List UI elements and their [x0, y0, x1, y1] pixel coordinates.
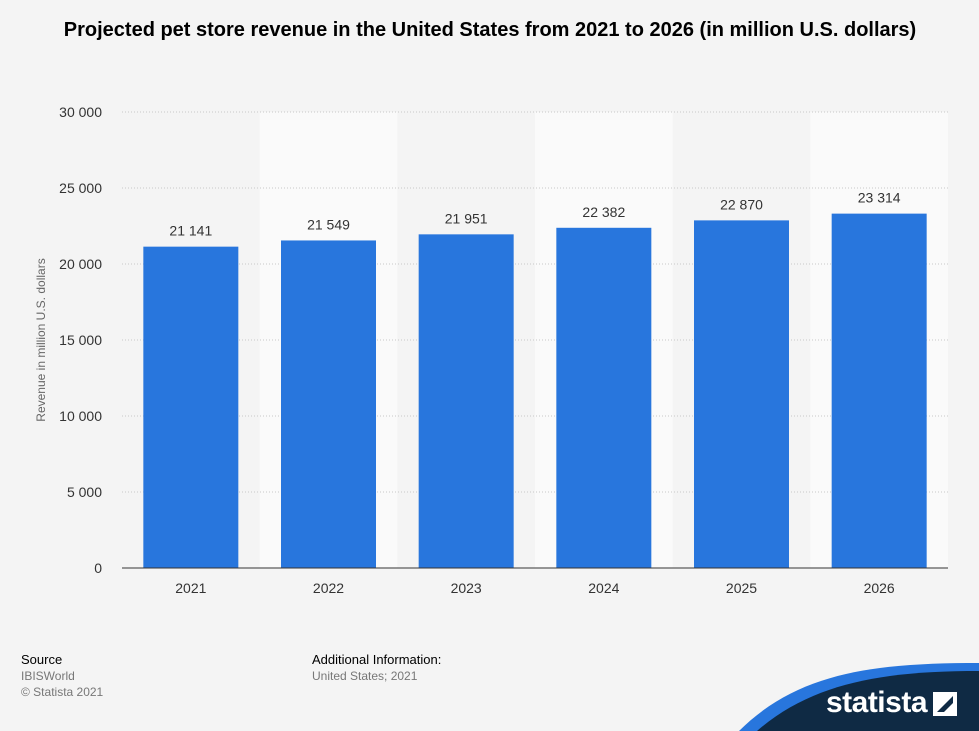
bar	[831, 213, 927, 568]
x-tick-label: 2026	[864, 580, 895, 596]
brand-wave	[739, 663, 979, 731]
x-tick-label: 2021	[175, 580, 206, 596]
y-tick-label: 30 000	[59, 104, 102, 120]
additional-info-text: United States; 2021	[312, 669, 418, 683]
brand-name: statista	[825, 686, 928, 719]
additional-info-block: Additional Information: United States; 2…	[312, 652, 441, 684]
bar	[694, 220, 789, 568]
x-tick-label: 2024	[588, 580, 619, 596]
bar	[556, 227, 652, 569]
data-label: 21 951	[445, 210, 488, 226]
x-tick-label: 2022	[313, 580, 344, 596]
data-label: 21 549	[307, 216, 350, 232]
statista-logo: statista	[679, 661, 979, 731]
data-label: 22 382	[582, 204, 625, 220]
y-tick-label: 25 000	[59, 180, 102, 196]
y-tick-label: 5 000	[67, 484, 102, 500]
bar-chart: 0 5 000 10 000 15 000 20 000 25 000 30 000 21 1…	[34, 104, 948, 596]
source-name: IBISWorld	[21, 669, 75, 683]
y-axis-label: Revenue in million U.S. dollars	[34, 258, 48, 421]
y-tick-label: 0	[94, 560, 102, 576]
x-tick-label: 2023	[451, 580, 482, 596]
data-label: 22 870	[720, 196, 763, 212]
bar	[281, 240, 376, 568]
data-label: 23 314	[858, 190, 901, 206]
x-tick-label: 2025	[726, 580, 757, 596]
y-tick-label: 10 000	[59, 408, 102, 424]
statista-mark-icon	[933, 692, 957, 716]
y-tick-label: 15 000	[59, 332, 102, 348]
copyright: © Statista 2021	[21, 685, 104, 699]
source-block: Source IBISWorld © Statista 2021	[21, 652, 103, 700]
additional-info-heading: Additional Information:	[312, 652, 442, 667]
source-heading: Source	[21, 652, 63, 667]
y-tick-label: 20 000	[59, 256, 102, 272]
data-label: 21 141	[169, 223, 212, 239]
chart-title: Projected pet store revenue in the Unite…	[63, 19, 917, 41]
bar	[143, 246, 239, 568]
bar	[418, 234, 514, 569]
